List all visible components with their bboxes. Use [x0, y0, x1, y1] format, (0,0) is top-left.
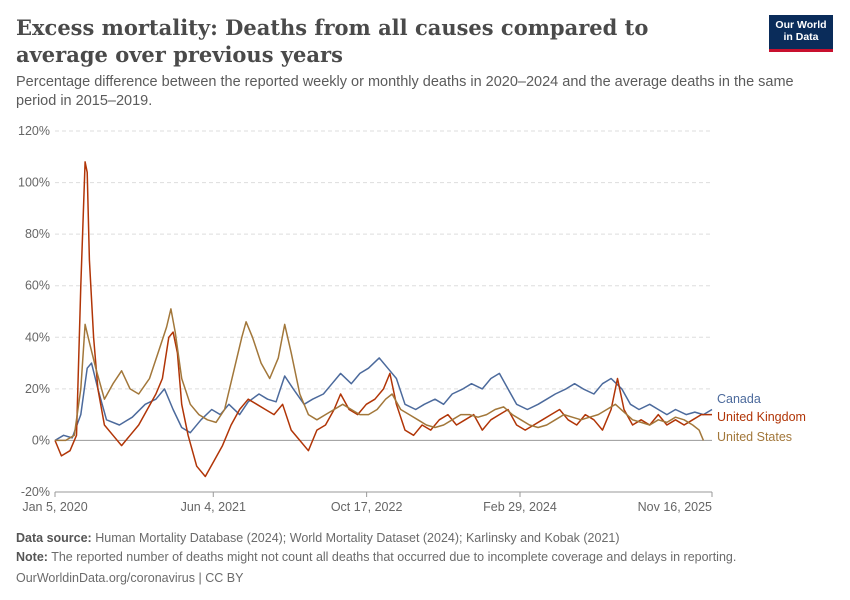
logo-line-2: in Data	[783, 31, 819, 43]
series-line-united-kingdom[interactable]	[54, 161, 712, 478]
series-line-canada[interactable]	[54, 357, 713, 442]
x-tick-label: Jun 4, 2021	[181, 500, 246, 514]
series-line-united-states[interactable]	[55, 308, 705, 442]
legend-label-canada[interactable]: Canada	[717, 392, 761, 406]
y-axis-ticks: -20% 0% 20% 40% 60% 80% 100% 120%	[18, 124, 50, 499]
y-tick-label: -20%	[21, 485, 50, 499]
data-source-text: Human Mortality Database (2024); World M…	[95, 531, 620, 545]
legend-label-united-states[interactable]: United States	[717, 430, 792, 444]
line-chart: -20% 0% 20% 40% 60% 80% 100% 120% Jan 5, 2020 Ju…	[18, 124, 806, 514]
y-tick-label: 60%	[25, 279, 50, 293]
x-tick-label: Jan 5, 2020	[22, 500, 87, 514]
y-tick-label: 0%	[32, 433, 50, 447]
y-tick-label: 20%	[25, 382, 50, 396]
legend-label-united-kingdom[interactable]: United Kingdom	[717, 410, 806, 424]
y-tick-label: 80%	[25, 227, 50, 241]
y-tick-label: 100%	[18, 176, 50, 190]
note-label: Note:	[16, 550, 48, 564]
x-tick-label: Nov 16, 2025	[638, 500, 712, 514]
series-lines	[54, 161, 713, 478]
owid-logo[interactable]: Our World in Data	[769, 15, 833, 52]
data-source: Data source: Human Mortality Database (2…	[16, 530, 620, 546]
x-axis: Jan 5, 2020 Jun 4, 2021 Oct 17, 2022 Feb 29…	[22, 491, 713, 514]
logo-line-1: Our World	[775, 19, 827, 31]
chart-subtitle: Percentage difference between the report…	[16, 74, 794, 109]
x-tick-label: Feb 29, 2024	[483, 500, 557, 514]
data-source-label: Data source:	[16, 531, 92, 545]
credit-line[interactable]: OurWorldinData.org/coronavirus | CC BY	[16, 571, 244, 585]
legend: Canada United Kingdom United States	[717, 392, 806, 444]
note-text: The reported number of deaths might not …	[51, 550, 737, 564]
chart-note: Note: The reported number of deaths migh…	[16, 549, 736, 565]
gridlines	[55, 130, 712, 493]
y-tick-label: 40%	[25, 330, 50, 344]
x-tick-label: Oct 17, 2022	[331, 500, 403, 514]
chart-title: Excess mortality: Deaths from all causes…	[16, 15, 649, 67]
y-tick-label: 120%	[18, 124, 50, 138]
